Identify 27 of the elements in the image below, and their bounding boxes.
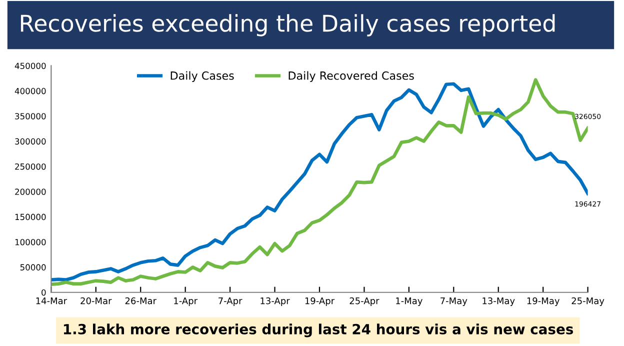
legend-label: Daily Recovered Cases bbox=[288, 71, 414, 82]
text: 1.3 lakh more recoveries during last 24 hours vis a vis new cases bbox=[64, 324, 574, 338]
x-tick-label: 1-Apr bbox=[174, 298, 198, 306]
y-tick-label: 450000 bbox=[14, 62, 46, 70]
y-tick-label: 50000 bbox=[20, 264, 46, 270]
x-tick-label: 25-Apr bbox=[350, 297, 380, 306]
x-tick-label: 13-Apr bbox=[260, 297, 290, 306]
y-tick-label: 0 bbox=[42, 289, 46, 296]
x-tick-label: 7-Apr bbox=[218, 298, 242, 306]
y-tick-label: 100000 bbox=[15, 238, 46, 246]
x-tick-label: 14-Mar bbox=[36, 298, 68, 304]
x-tick-label: 13-May bbox=[482, 297, 515, 306]
y-tick-label: 300000 bbox=[15, 138, 46, 145]
x-tick-label: 26-Mar bbox=[125, 297, 156, 304]
y-tick-label: 200000 bbox=[15, 188, 46, 195]
y-tick-label: 400000 bbox=[14, 88, 46, 94]
x-tick-label: 25-May bbox=[572, 297, 604, 306]
x-tick-label: 19-May bbox=[527, 297, 560, 306]
x-tick-label: 20-Mar bbox=[80, 297, 112, 304]
x-tick-label: 7-May bbox=[440, 298, 468, 306]
y-tick-label: 250000 bbox=[15, 163, 46, 170]
x-tick-label: 1-May bbox=[396, 298, 422, 306]
x-tick-label: 19-Apr bbox=[305, 297, 335, 306]
chart-title: Recoveries exceeding the Daily cases reported bbox=[20, 14, 555, 36]
legend-label: Daily Cases bbox=[170, 71, 234, 82]
y-tick-label: 350000 bbox=[15, 113, 46, 120]
y-tick-label: 150000 bbox=[15, 214, 46, 220]
